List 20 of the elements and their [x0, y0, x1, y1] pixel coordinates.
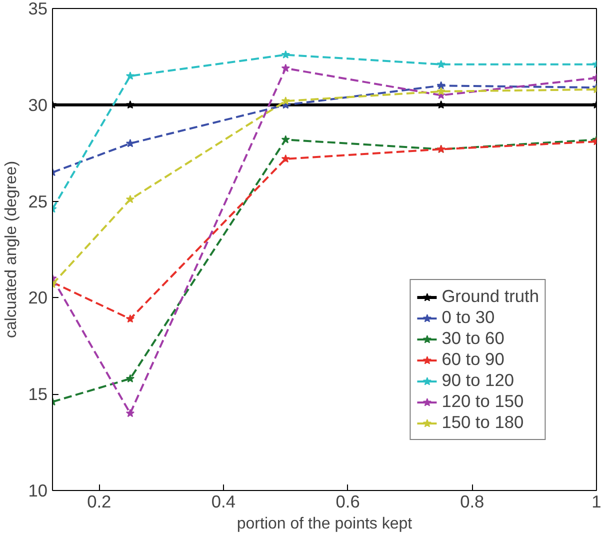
- legend-label: 0 to 30: [442, 307, 495, 328]
- y-tick-label: 10: [28, 480, 48, 500]
- x-tick-label: 0.2: [87, 492, 112, 512]
- y-tick-label: 20: [28, 288, 48, 308]
- x-tick-label: 1: [592, 492, 602, 512]
- x-tick-label: 0.4: [211, 492, 236, 512]
- legend-label: 150 to 180: [442, 412, 524, 433]
- legend-label: Ground truth: [442, 286, 539, 307]
- x-tick-label: 0.6: [336, 492, 360, 512]
- y-tick-label: 35: [28, 0, 48, 18]
- y-axis-title: calcuated angle (degree): [3, 160, 20, 338]
- legend-label: 120 to 150: [442, 391, 524, 412]
- legend-label: 90 to 120: [442, 370, 514, 391]
- y-tick-label: 25: [28, 191, 48, 212]
- legend-label: 30 to 60: [442, 328, 504, 349]
- x-axis-title: portion of the points kept: [236, 516, 413, 532]
- y-tick-label: 30: [28, 94, 48, 115]
- x-tick-label: 0.8: [460, 492, 484, 512]
- y-tick-label: 15: [28, 384, 48, 404]
- legend-label: 60 to 90: [442, 349, 504, 370]
